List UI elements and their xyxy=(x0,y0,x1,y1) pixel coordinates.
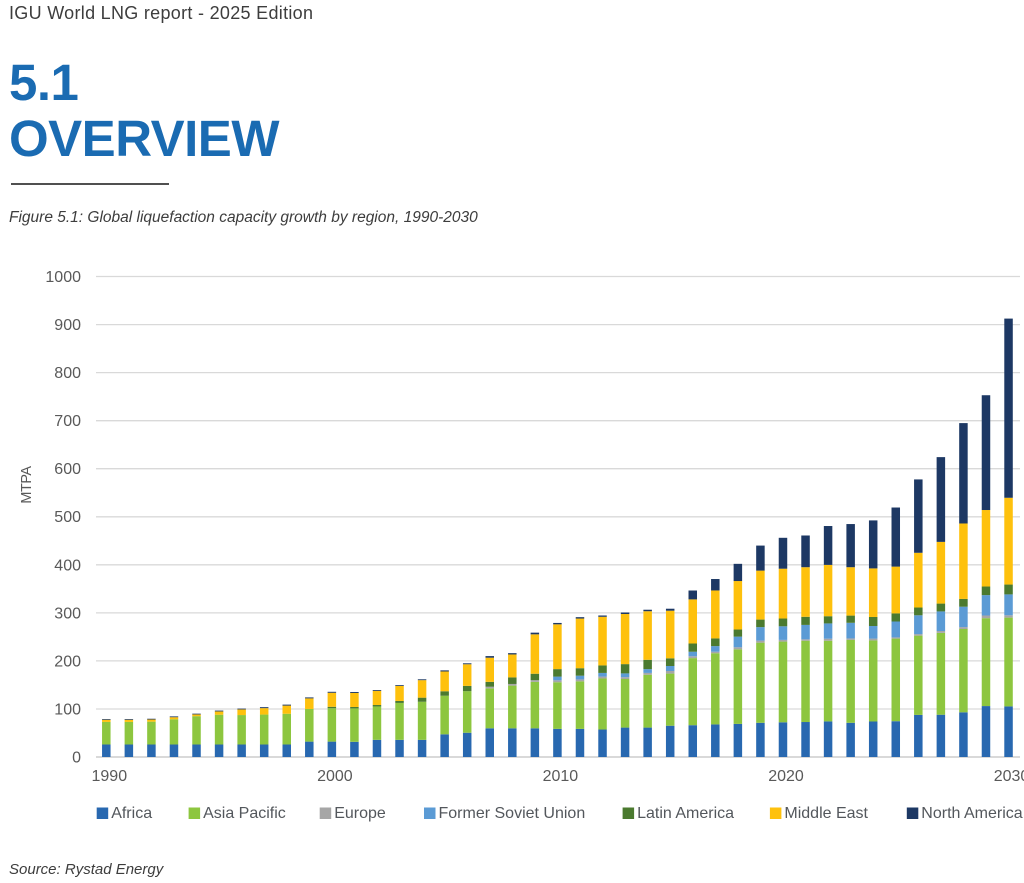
svg-text:100: 100 xyxy=(54,702,81,719)
svg-text:Europe: Europe xyxy=(334,805,386,822)
svg-text:400: 400 xyxy=(54,557,81,574)
svg-text:2010: 2010 xyxy=(543,768,579,785)
svg-text:2030: 2030 xyxy=(994,768,1024,785)
svg-text:Middle East: Middle East xyxy=(784,805,868,822)
svg-text:600: 600 xyxy=(54,461,81,478)
svg-text:Africa: Africa xyxy=(111,805,152,822)
svg-text:1990: 1990 xyxy=(92,768,128,785)
svg-text:2020: 2020 xyxy=(768,768,804,785)
svg-text:1000: 1000 xyxy=(45,269,81,286)
svg-text:800: 800 xyxy=(54,365,81,382)
svg-text:North America: North America xyxy=(921,805,1022,822)
svg-text:700: 700 xyxy=(54,413,81,430)
svg-text:Asia Pacific: Asia Pacific xyxy=(203,805,286,822)
svg-text:Former Soviet Union: Former Soviet Union xyxy=(439,805,586,822)
svg-text:300: 300 xyxy=(54,605,81,622)
svg-text:2000: 2000 xyxy=(317,768,353,785)
svg-text:MTPA: MTPA xyxy=(19,466,35,504)
svg-text:500: 500 xyxy=(54,509,81,526)
svg-text:0: 0 xyxy=(72,750,81,767)
svg-text:Latin America: Latin America xyxy=(637,805,734,822)
svg-text:200: 200 xyxy=(54,653,81,670)
svg-text:900: 900 xyxy=(54,317,81,334)
